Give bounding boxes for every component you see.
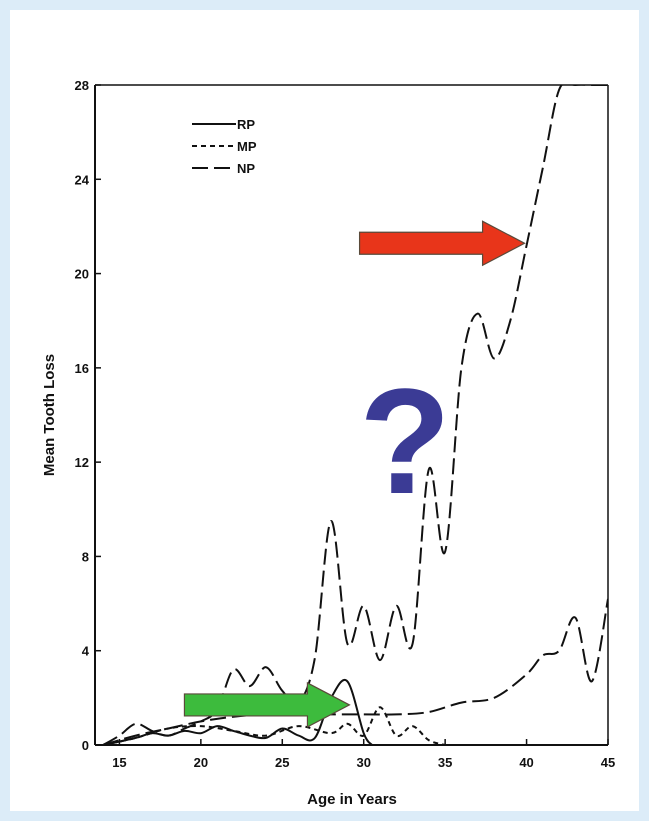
- x-axis-title: Age in Years: [307, 791, 397, 808]
- x-tick-label: 35: [438, 755, 452, 770]
- red-arrow: [358, 220, 526, 267]
- annotation-layer: ?: [183, 220, 526, 728]
- series-layer: [102, 85, 608, 745]
- plot-frame: [94, 84, 609, 746]
- x-tick-label: 30: [356, 755, 370, 770]
- legend-label-mp: MP: [237, 139, 257, 154]
- y-axis-title: Mean Tooth Loss: [41, 354, 58, 476]
- x-tick-label: 25: [275, 755, 289, 770]
- y-tick-label: 12: [75, 455, 89, 470]
- y-tick-label: 0: [82, 738, 89, 753]
- x-tick-label: 45: [601, 755, 615, 770]
- y-tick-label: 8: [82, 549, 89, 564]
- series-line-unlabeled-3: [102, 598, 608, 745]
- series-line-np: [102, 85, 608, 745]
- slide-canvas: 15 20 25 30 35 40 45 0 4 8 12 16 20 24 28 Age in Years…: [10, 10, 639, 811]
- x-tick-label: 20: [194, 755, 208, 770]
- x-tick-label: 40: [519, 755, 533, 770]
- x-tick-label: 15: [112, 755, 126, 770]
- ticks-layer: 15 20 25 30 35 40 45 0 4 8 12 16 20 24 28: [75, 78, 616, 770]
- legend: RP MP NP: [192, 117, 257, 176]
- legend-label-np: NP: [237, 161, 255, 176]
- y-tick-label: 16: [75, 361, 89, 376]
- legend-label-rp: RP: [237, 117, 255, 132]
- green-arrow: [183, 681, 351, 728]
- y-tick-label: 4: [82, 644, 90, 659]
- question-mark: ?: [359, 357, 451, 525]
- y-tick-label: 24: [75, 172, 90, 187]
- tooth-loss-chart: 15 20 25 30 35 40 45 0 4 8 12 16 20 24 28 Age in Years…: [41, 78, 616, 808]
- y-tick-label: 28: [75, 78, 89, 93]
- y-tick-label: 20: [75, 267, 89, 282]
